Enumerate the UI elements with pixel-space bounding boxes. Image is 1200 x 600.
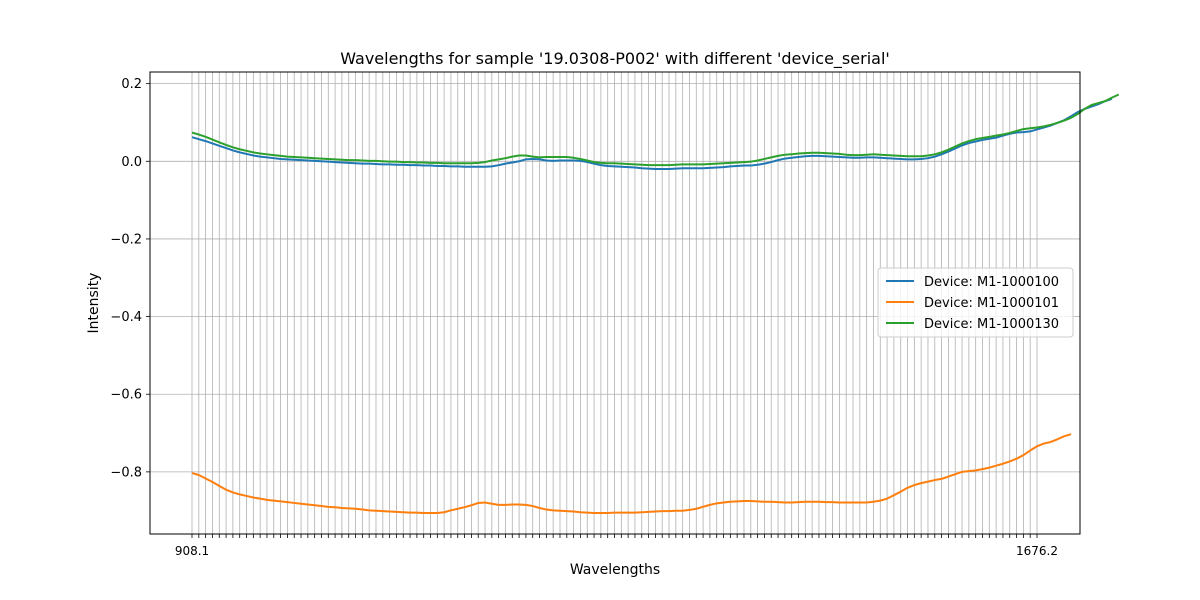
series-line-2	[191, 433, 1072, 515]
legend-label: Device: M1-1000130	[924, 317, 1059, 332]
chart-title: Wavelengths for sample '19.0308-P002' wi…	[340, 49, 890, 69]
y-axis-ticks: 0.2 0.0 −0.2 −0.4 −0.6 −0.8	[110, 77, 150, 480]
y-tick-label: −0.8	[110, 465, 142, 480]
legend-label: Device: M1-1000101	[924, 296, 1059, 311]
x-axis-ticks: 908.1 1676.2	[175, 534, 1058, 558]
x-tick-label: 908.1	[175, 544, 209, 558]
plot-frame	[149, 71, 1081, 535]
x-axis-label: Wavelengths	[570, 562, 660, 578]
y-tick-label: −0.4	[110, 310, 142, 325]
y-tick-label: 0.2	[121, 77, 142, 92]
legend: Device: M1-1000100 Device: M1-1000101 Devi…	[877, 267, 1074, 338]
x-tick-label: 1676.2	[1016, 544, 1058, 558]
series-line-3	[191, 93, 1120, 167]
legend-box	[877, 267, 1074, 338]
y-axis-label: Intensity	[86, 273, 102, 334]
y-tick-label: −0.2	[110, 232, 142, 247]
series-line-1	[191, 97, 1113, 171]
y-tick-label: 0.0	[121, 155, 142, 170]
series-layer	[191, 93, 1120, 515]
legend-label: Device: M1-1000100	[924, 275, 1059, 290]
y-tick-label: −0.6	[110, 388, 142, 403]
